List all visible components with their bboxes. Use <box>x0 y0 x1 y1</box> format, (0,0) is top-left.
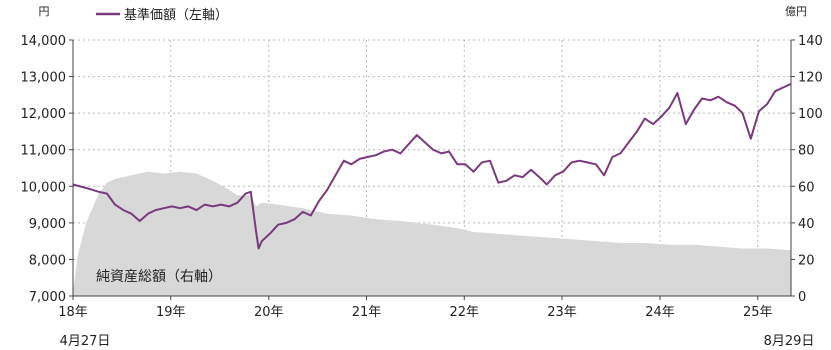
x-axis-ticks: 18年 19年 20年 21年 22年 23年 24年 25年 <box>58 296 773 320</box>
right-tick-label: 0 <box>798 290 806 305</box>
area-annotation: 純資産総額（右軸） <box>96 269 222 285</box>
legend: 基準価額（左軸） <box>96 7 228 23</box>
x-tick-label: 24年 <box>645 305 675 320</box>
x-tick-label: 23年 <box>547 305 577 320</box>
x-tick-label: 22年 <box>449 305 479 320</box>
x-tick-label: 21年 <box>352 305 382 320</box>
legend-label-nav: 基準価額（左軸） <box>124 7 228 23</box>
left-tick-label: 13,000 <box>21 71 67 86</box>
left-tick-label: 11,000 <box>21 144 67 159</box>
right-axis-ticks: 0 20 40 60 80 100 120 140 <box>791 34 823 305</box>
left-axis-unit: 円 <box>39 5 50 18</box>
right-tick-label: 140 <box>798 34 823 49</box>
right-tick-label: 20 <box>798 253 815 268</box>
left-tick-label: 9,000 <box>29 217 66 232</box>
x-tick-label: 25年 <box>743 305 773 320</box>
nav-line <box>72 82 792 250</box>
x-tick-label: 18年 <box>58 305 88 320</box>
right-tick-label: 100 <box>798 107 823 122</box>
right-axis-unit: 億円 <box>785 5 807 18</box>
x-tick-label: 20年 <box>254 305 284 320</box>
right-tick-label: 80 <box>798 144 815 159</box>
axes <box>72 40 792 297</box>
x-start-sublabel: 4月27日 <box>60 334 111 349</box>
left-tick-label: 7,000 <box>29 290 66 305</box>
x-end-sublabel: 8月29日 <box>764 334 815 349</box>
left-tick-label: 12,000 <box>21 107 67 122</box>
right-tick-label: 40 <box>798 217 815 232</box>
left-tick-label: 8,000 <box>29 253 66 268</box>
left-tick-label: 10,000 <box>21 180 67 195</box>
left-tick-label: 14,000 <box>21 34 67 49</box>
left-axis-ticks: 7,000 8,000 9,000 10,000 11,000 12,000 13,000 1… <box>21 34 73 305</box>
x-tick-label: 19年 <box>156 305 186 320</box>
right-tick-label: 120 <box>798 71 823 86</box>
right-tick-label: 60 <box>798 180 815 195</box>
